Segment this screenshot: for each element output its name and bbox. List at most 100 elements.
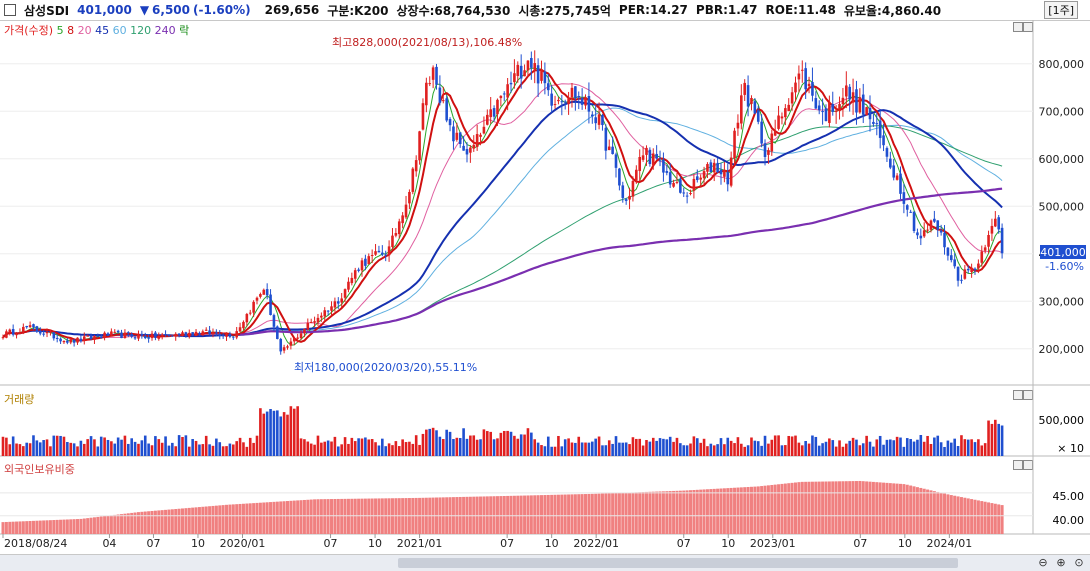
volume-bar <box>834 446 838 456</box>
volume-bar <box>689 443 692 456</box>
candle-body <box>973 268 977 271</box>
ma60-legend[interactable]: 60 <box>112 24 127 37</box>
period-selector[interactable]: [1주] <box>1044 1 1078 19</box>
foreign-ratio-bar <box>783 483 787 534</box>
candle-body <box>418 131 421 161</box>
candle-body <box>882 135 885 146</box>
foreign-ratio-bar <box>550 494 554 534</box>
candle-body <box>635 169 638 181</box>
volume-bar <box>323 441 327 456</box>
foreign-ratio-bar <box>970 499 974 534</box>
volume-bar <box>977 439 980 456</box>
stock-chart[interactable]: 800,000700,000600,000500,000400,000300,0… <box>0 0 1090 550</box>
rak-legend[interactable]: 락 <box>179 24 190 37</box>
volume-bar <box>384 446 388 456</box>
candle-body <box>177 333 181 336</box>
volume-bar <box>218 442 222 456</box>
ma120-legend[interactable]: 120 <box>130 24 152 37</box>
candle-body <box>794 82 797 93</box>
foreign-ratio-bar <box>648 491 652 534</box>
candle-body <box>966 268 970 271</box>
volume-bar <box>926 435 929 456</box>
candle-body <box>465 149 469 155</box>
zoom-out-icon[interactable]: ⊖ <box>1038 556 1048 569</box>
volume-bar <box>479 439 482 456</box>
volume-bar <box>428 428 432 456</box>
candle-body <box>167 335 171 337</box>
candle-body <box>956 266 960 281</box>
volume-bar <box>211 445 215 456</box>
foreign-ratio-bar <box>577 494 581 534</box>
volume-bar <box>191 439 194 456</box>
volume-bar <box>150 445 154 456</box>
volume-bar <box>441 439 445 456</box>
foreign-ratio-bar <box>763 485 767 534</box>
ma240-legend[interactable]: 240 <box>154 24 176 37</box>
volume-bar <box>895 436 899 456</box>
candle-body <box>709 162 713 173</box>
candle-body <box>784 108 787 118</box>
volume-bar <box>743 446 747 456</box>
candle-body <box>916 232 919 236</box>
candle-body <box>381 252 384 255</box>
volume-bar <box>990 423 994 456</box>
foreign-ratio-bar <box>658 491 662 534</box>
volume-bar <box>381 438 384 456</box>
foreign-ratio-bar <box>716 488 720 534</box>
volume-bar <box>865 435 868 456</box>
candle-body <box>577 96 581 98</box>
candle-body <box>286 346 289 348</box>
volume-bar <box>824 441 828 456</box>
zoom-in-icon[interactable]: ⊕ <box>1056 556 1066 569</box>
zoom-reset-icon[interactable]: ⊙ <box>1074 556 1084 569</box>
candle-body <box>946 247 950 256</box>
ma20-legend[interactable]: 20 <box>77 24 92 37</box>
candle-body <box>143 335 147 339</box>
stock-name[interactable]: 삼성SDI <box>24 3 70 18</box>
volume-bar <box>997 423 1001 456</box>
panel-minimize-icon[interactable] <box>1013 22 1023 32</box>
candle-body <box>980 251 984 263</box>
volume-minimize-icon[interactable] <box>1013 390 1023 400</box>
volume-bar <box>570 442 574 456</box>
volume-bar <box>729 440 733 456</box>
candle-body <box>79 338 83 342</box>
candle-body <box>1 337 5 339</box>
volume-bar <box>540 445 543 456</box>
volume-bar <box>780 445 784 456</box>
foreign-ratio-bar <box>956 496 960 534</box>
ma5-legend[interactable]: 5 <box>56 24 64 37</box>
volume-bar <box>611 443 614 456</box>
volume-bar <box>438 436 442 456</box>
candle-body <box>133 337 137 339</box>
volume-bar <box>55 435 59 456</box>
candle-body <box>18 332 22 334</box>
foreign-ratio-bar <box>888 483 892 534</box>
foreign-ratio-bar <box>52 520 56 534</box>
foreign-ratio-bar <box>258 502 262 534</box>
foreign-ratio-bar <box>587 493 591 534</box>
candle-body <box>540 70 543 81</box>
candle-body <box>292 338 296 342</box>
volume-bar <box>519 434 523 456</box>
volume-bar <box>939 442 943 456</box>
foreign-ratio-bar <box>113 514 117 534</box>
foreign-minimize-icon[interactable] <box>1013 460 1023 470</box>
foreign-ratio-bar <box>590 493 594 534</box>
chart-scrollbar[interactable]: ⊖ ⊕ ⊙ <box>0 554 1090 571</box>
foreign-ratio-bar <box>31 520 35 534</box>
candle-body <box>509 82 513 85</box>
foreign-ratio-bar <box>810 481 814 534</box>
ma45-legend[interactable]: 45 <box>95 24 110 37</box>
select-checkbox-icon[interactable] <box>4 4 16 16</box>
candle-body <box>516 64 520 76</box>
candle-body <box>360 260 364 271</box>
candle-body <box>790 92 794 104</box>
volume-bar <box>147 443 150 456</box>
price-ytick-label: 600,000 <box>1039 153 1085 166</box>
foreign-ratio-bar <box>685 490 689 534</box>
scroll-thumb[interactable] <box>398 558 958 568</box>
ma8-legend[interactable]: 8 <box>67 24 75 37</box>
candle-body <box>689 193 692 195</box>
price-legend-label[interactable]: 가격(수정) <box>4 24 54 37</box>
